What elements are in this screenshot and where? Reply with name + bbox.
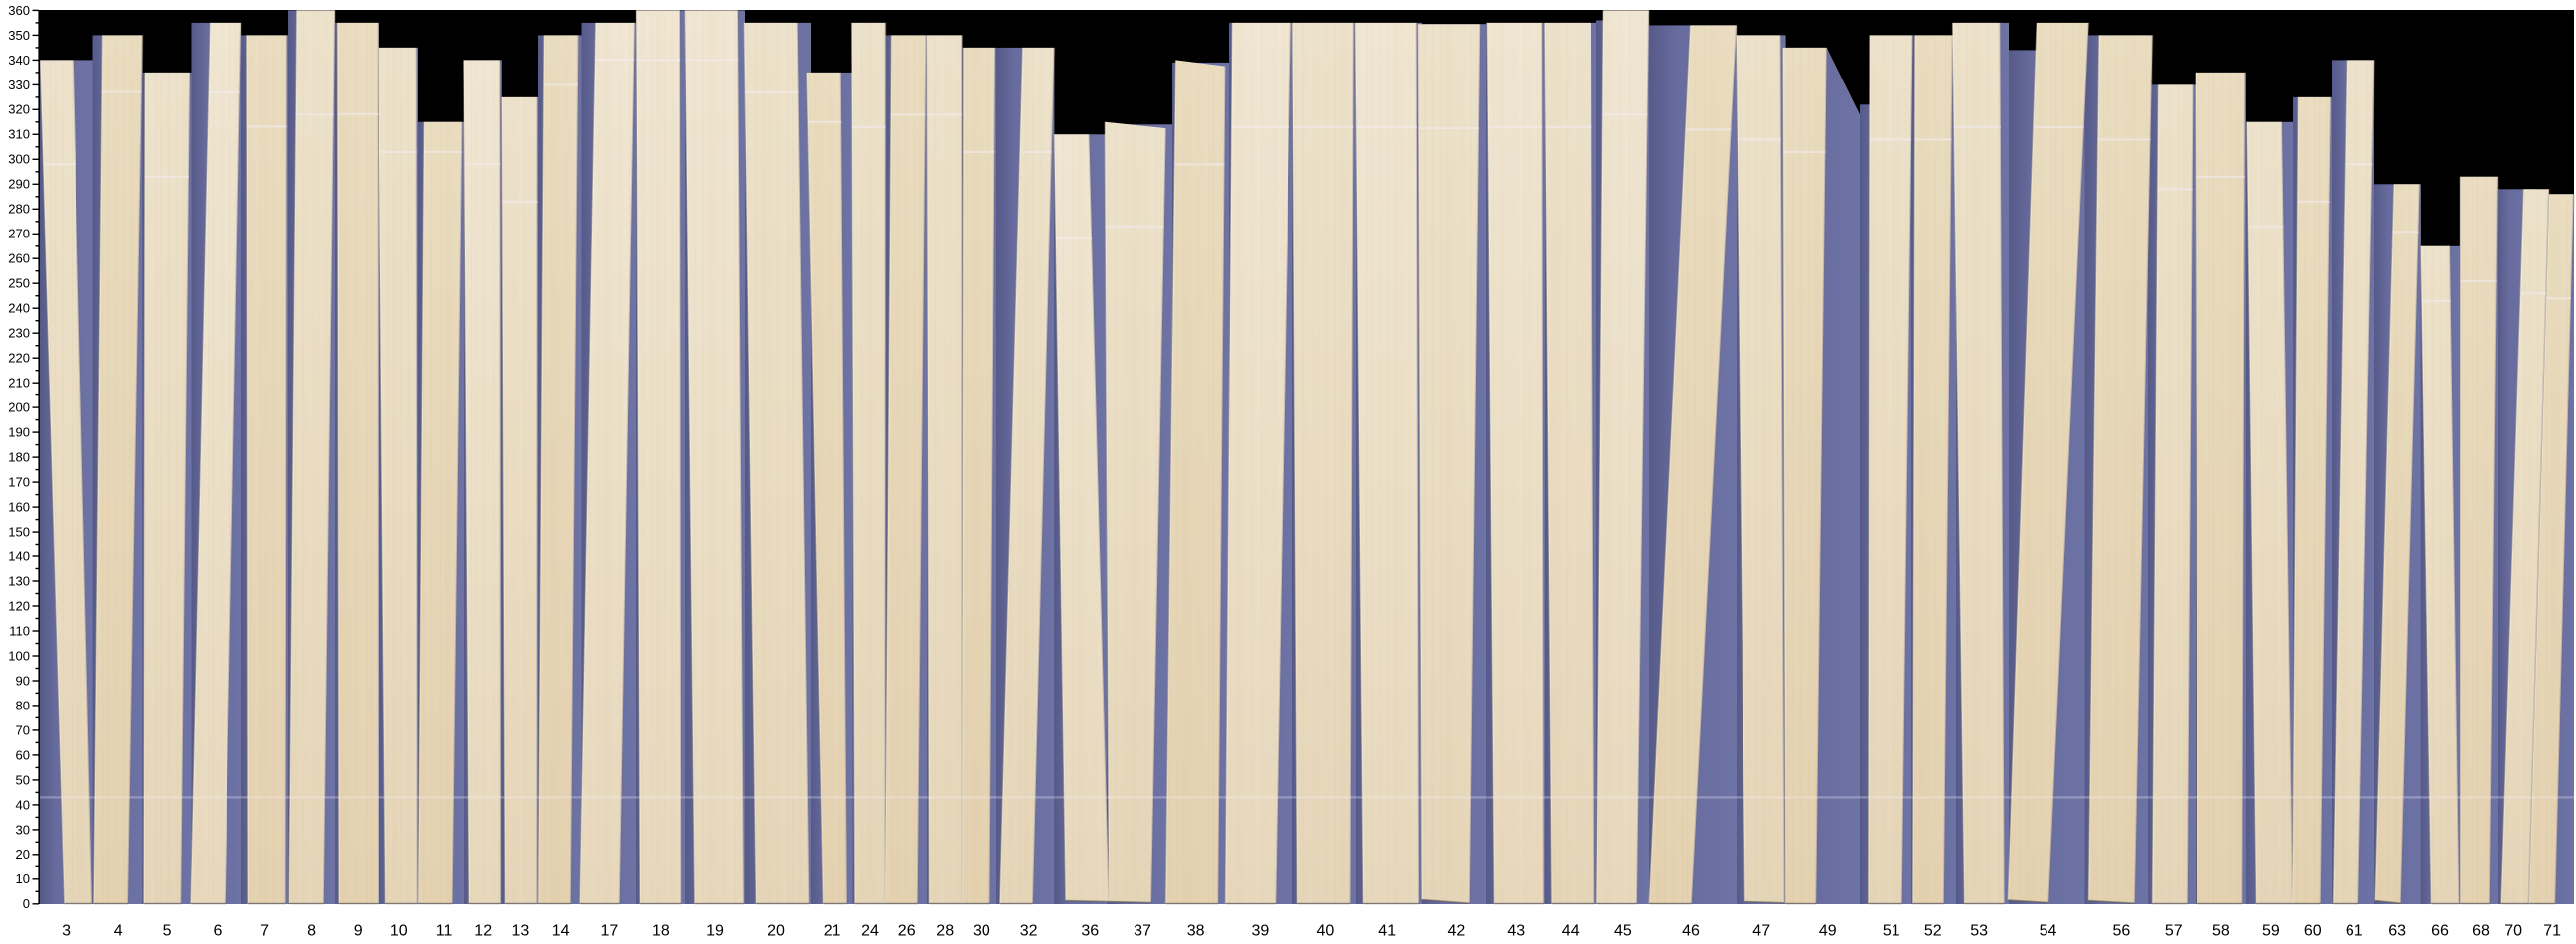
svg-text:56: 56 — [2113, 923, 2131, 940]
svg-text:300: 300 — [8, 152, 30, 167]
svg-text:54: 54 — [2040, 923, 2057, 940]
svg-text:41: 41 — [1378, 923, 1396, 940]
svg-text:7: 7 — [260, 923, 269, 940]
svg-text:26: 26 — [898, 923, 916, 940]
svg-text:360: 360 — [8, 3, 30, 18]
svg-text:61: 61 — [2346, 923, 2363, 940]
svg-text:140: 140 — [8, 549, 30, 563]
svg-text:17: 17 — [601, 923, 619, 940]
svg-text:18: 18 — [652, 923, 670, 940]
svg-text:11: 11 — [436, 923, 453, 940]
svg-text:58: 58 — [2212, 923, 2230, 940]
svg-text:220: 220 — [8, 351, 30, 366]
svg-text:50: 50 — [16, 772, 30, 787]
svg-text:57: 57 — [2165, 923, 2183, 940]
svg-text:24: 24 — [861, 923, 879, 940]
svg-text:310: 310 — [8, 127, 30, 142]
svg-text:260: 260 — [8, 251, 30, 266]
svg-text:280: 280 — [8, 202, 30, 217]
svg-text:110: 110 — [9, 623, 30, 638]
svg-text:36: 36 — [1081, 923, 1099, 940]
svg-text:60: 60 — [16, 747, 30, 762]
svg-text:40: 40 — [16, 797, 30, 812]
svg-text:60: 60 — [2304, 923, 2322, 940]
svg-text:44: 44 — [1562, 923, 1580, 940]
svg-text:53: 53 — [1970, 923, 1988, 940]
svg-text:46: 46 — [1682, 923, 1700, 940]
svg-text:210: 210 — [8, 376, 30, 391]
svg-text:330: 330 — [8, 78, 30, 92]
svg-text:70: 70 — [2504, 923, 2522, 940]
svg-text:190: 190 — [8, 425, 30, 440]
svg-text:10: 10 — [16, 871, 30, 886]
svg-text:10: 10 — [390, 923, 408, 940]
svg-text:170: 170 — [8, 475, 30, 490]
svg-text:30: 30 — [973, 923, 990, 940]
svg-text:130: 130 — [8, 573, 30, 588]
svg-text:240: 240 — [8, 301, 30, 316]
svg-text:40: 40 — [1317, 923, 1335, 940]
svg-text:47: 47 — [1752, 923, 1770, 940]
svg-text:0: 0 — [23, 896, 30, 911]
svg-text:39: 39 — [1252, 923, 1270, 940]
svg-text:71: 71 — [2543, 923, 2561, 940]
svg-text:120: 120 — [8, 598, 30, 613]
svg-text:21: 21 — [824, 923, 841, 940]
svg-text:20: 20 — [16, 847, 30, 862]
svg-text:49: 49 — [1819, 923, 1837, 940]
svg-text:9: 9 — [354, 923, 363, 940]
svg-text:180: 180 — [8, 450, 30, 465]
svg-text:68: 68 — [2472, 923, 2490, 940]
svg-text:200: 200 — [8, 400, 30, 415]
svg-text:70: 70 — [16, 722, 30, 737]
svg-text:8: 8 — [307, 923, 316, 940]
svg-text:250: 250 — [8, 276, 30, 291]
svg-text:13: 13 — [512, 923, 530, 940]
svg-text:270: 270 — [8, 227, 30, 241]
svg-text:38: 38 — [1187, 923, 1205, 940]
svg-text:230: 230 — [8, 326, 30, 341]
svg-text:28: 28 — [936, 923, 954, 940]
svg-text:90: 90 — [16, 673, 30, 688]
svg-text:14: 14 — [552, 923, 570, 940]
svg-text:80: 80 — [16, 698, 30, 712]
svg-text:30: 30 — [16, 822, 30, 837]
svg-text:37: 37 — [1134, 923, 1151, 940]
svg-text:42: 42 — [1448, 923, 1466, 940]
svg-text:320: 320 — [8, 102, 30, 117]
svg-text:63: 63 — [2388, 923, 2406, 940]
svg-text:32: 32 — [1020, 923, 1038, 940]
svg-text:150: 150 — [8, 525, 30, 540]
svg-text:45: 45 — [1614, 923, 1632, 940]
svg-text:100: 100 — [8, 648, 30, 663]
svg-text:20: 20 — [767, 923, 785, 940]
svg-text:5: 5 — [163, 923, 172, 940]
svg-text:51: 51 — [1883, 923, 1900, 940]
svg-text:59: 59 — [2262, 923, 2280, 940]
svg-text:350: 350 — [8, 28, 30, 43]
svg-text:160: 160 — [8, 500, 30, 515]
svg-text:52: 52 — [1924, 923, 1942, 940]
svg-text:43: 43 — [1507, 923, 1525, 940]
svg-text:340: 340 — [8, 53, 30, 68]
svg-text:290: 290 — [8, 177, 30, 192]
svg-text:19: 19 — [706, 923, 724, 940]
svg-text:66: 66 — [2431, 923, 2449, 940]
svg-text:4: 4 — [114, 923, 123, 940]
svg-text:12: 12 — [474, 923, 492, 940]
svg-text:6: 6 — [213, 923, 222, 940]
svg-text:3: 3 — [62, 923, 71, 940]
